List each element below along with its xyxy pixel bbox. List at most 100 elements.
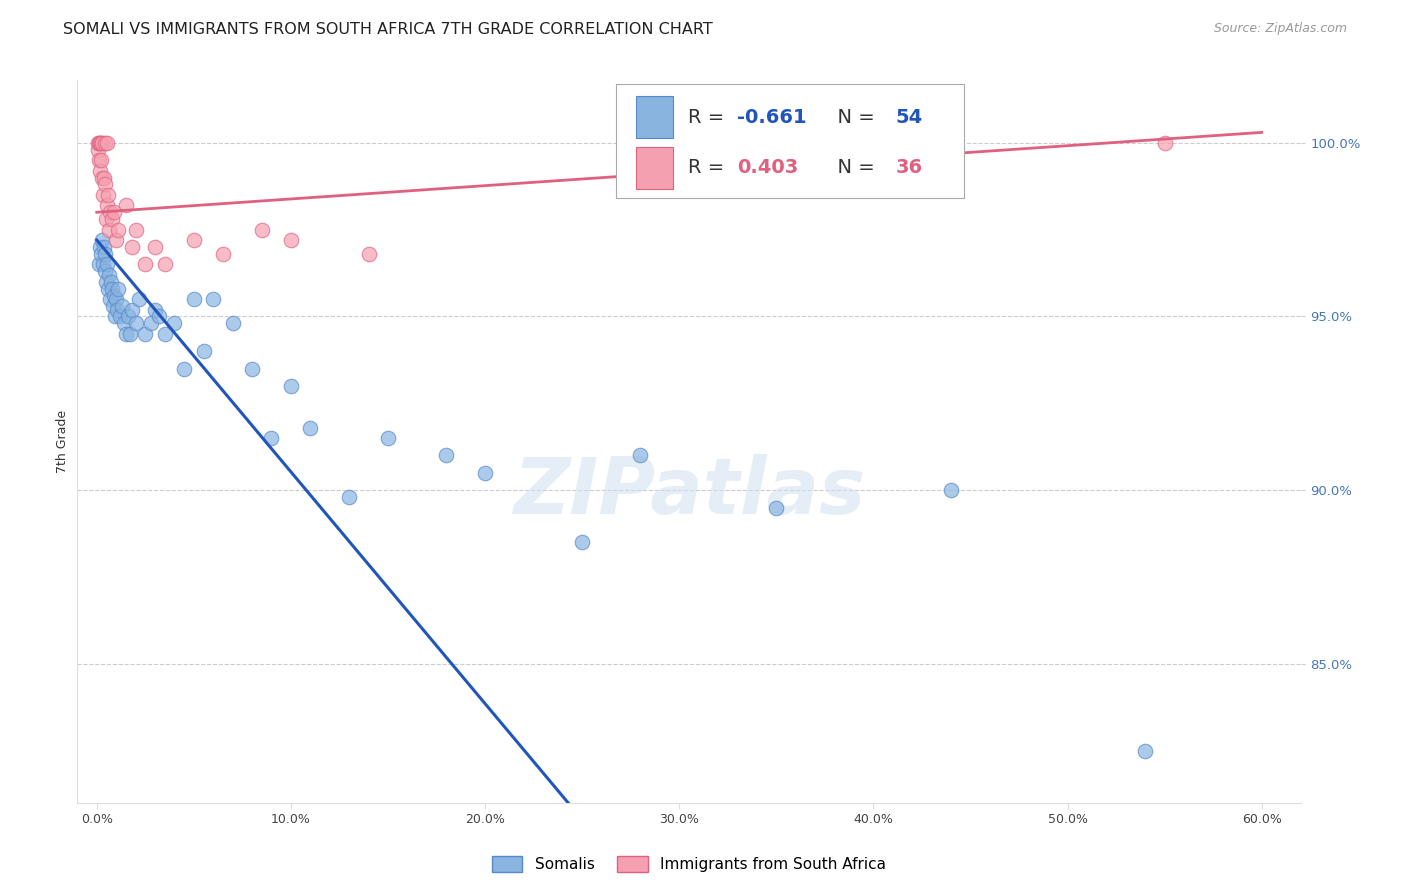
Point <box>93 240 115 254</box>
Text: ZIPatlas: ZIPatlas <box>513 454 865 530</box>
Point <box>96 257 118 271</box>
Point <box>107 222 129 236</box>
Point <box>143 302 166 317</box>
Point <box>87 153 110 168</box>
Point <box>117 310 139 324</box>
Point <box>93 178 115 192</box>
Point <box>153 257 176 271</box>
Text: 36: 36 <box>896 158 922 178</box>
Point <box>101 282 124 296</box>
Point <box>87 136 110 150</box>
Point <box>163 317 186 331</box>
Point <box>89 240 111 254</box>
Point <box>100 275 122 289</box>
Point <box>124 222 146 236</box>
Text: -0.661: -0.661 <box>737 108 806 127</box>
Point <box>183 233 205 247</box>
Point <box>103 205 125 219</box>
Point <box>98 205 121 219</box>
Point <box>212 247 235 261</box>
Point <box>280 379 302 393</box>
Point <box>112 317 135 331</box>
Point <box>104 310 127 324</box>
Point <box>98 222 121 236</box>
Point <box>98 268 121 282</box>
Point <box>221 317 243 331</box>
Point <box>250 222 273 236</box>
Point <box>765 500 787 515</box>
Text: R =: R = <box>688 158 730 178</box>
Point <box>91 136 114 150</box>
Point <box>183 292 205 306</box>
Text: Source: ZipAtlas.com: Source: ZipAtlas.com <box>1213 22 1347 36</box>
Point <box>96 212 118 227</box>
Point <box>87 257 110 271</box>
Point <box>90 233 112 247</box>
Point <box>94 264 117 278</box>
Point <box>91 257 114 271</box>
Point <box>240 361 263 376</box>
Point <box>89 136 111 150</box>
Point <box>103 288 125 302</box>
Point <box>1153 136 1175 150</box>
Point <box>377 431 399 445</box>
Point <box>124 317 146 331</box>
Point <box>96 275 118 289</box>
Text: R =: R = <box>688 108 730 127</box>
Point <box>148 310 170 324</box>
Point <box>90 136 112 150</box>
Point <box>121 240 143 254</box>
Point <box>173 361 195 376</box>
Point <box>93 170 115 185</box>
Point <box>628 449 651 463</box>
Point <box>134 257 156 271</box>
Point <box>97 282 120 296</box>
Point <box>118 326 141 341</box>
Text: N =: N = <box>825 108 880 127</box>
Point <box>87 143 110 157</box>
Point <box>98 292 121 306</box>
Point <box>107 282 129 296</box>
Point <box>103 299 125 313</box>
Point <box>96 136 118 150</box>
Point <box>571 535 593 549</box>
Point <box>105 292 128 306</box>
Point <box>105 233 128 247</box>
Point <box>280 233 302 247</box>
FancyBboxPatch shape <box>637 147 673 189</box>
Point <box>89 163 111 178</box>
Point <box>153 326 176 341</box>
Point <box>115 326 138 341</box>
FancyBboxPatch shape <box>616 84 965 198</box>
Point <box>94 136 117 150</box>
Point <box>1135 744 1157 758</box>
Point <box>202 292 225 306</box>
Point <box>337 490 360 504</box>
Point <box>108 310 131 324</box>
Point <box>260 431 283 445</box>
Point <box>193 344 215 359</box>
Y-axis label: 7th Grade: 7th Grade <box>56 410 69 473</box>
Point <box>434 449 457 463</box>
Text: 54: 54 <box>896 108 922 127</box>
Point <box>90 247 112 261</box>
Point <box>139 317 162 331</box>
Point <box>121 302 143 317</box>
Point <box>111 299 134 313</box>
Point <box>357 247 380 261</box>
Point <box>96 198 118 212</box>
Point <box>128 292 150 306</box>
Point <box>143 240 166 254</box>
Point <box>474 466 496 480</box>
Point <box>93 247 115 261</box>
Text: 0.403: 0.403 <box>737 158 797 178</box>
Legend: Somalis, Immigrants from South Africa: Somalis, Immigrants from South Africa <box>485 850 893 879</box>
Point <box>115 198 138 212</box>
Point <box>299 420 322 434</box>
Text: N =: N = <box>825 158 880 178</box>
Point <box>90 170 112 185</box>
Point <box>105 302 128 317</box>
Point <box>101 212 124 227</box>
Point <box>134 326 156 341</box>
Point <box>939 483 962 498</box>
